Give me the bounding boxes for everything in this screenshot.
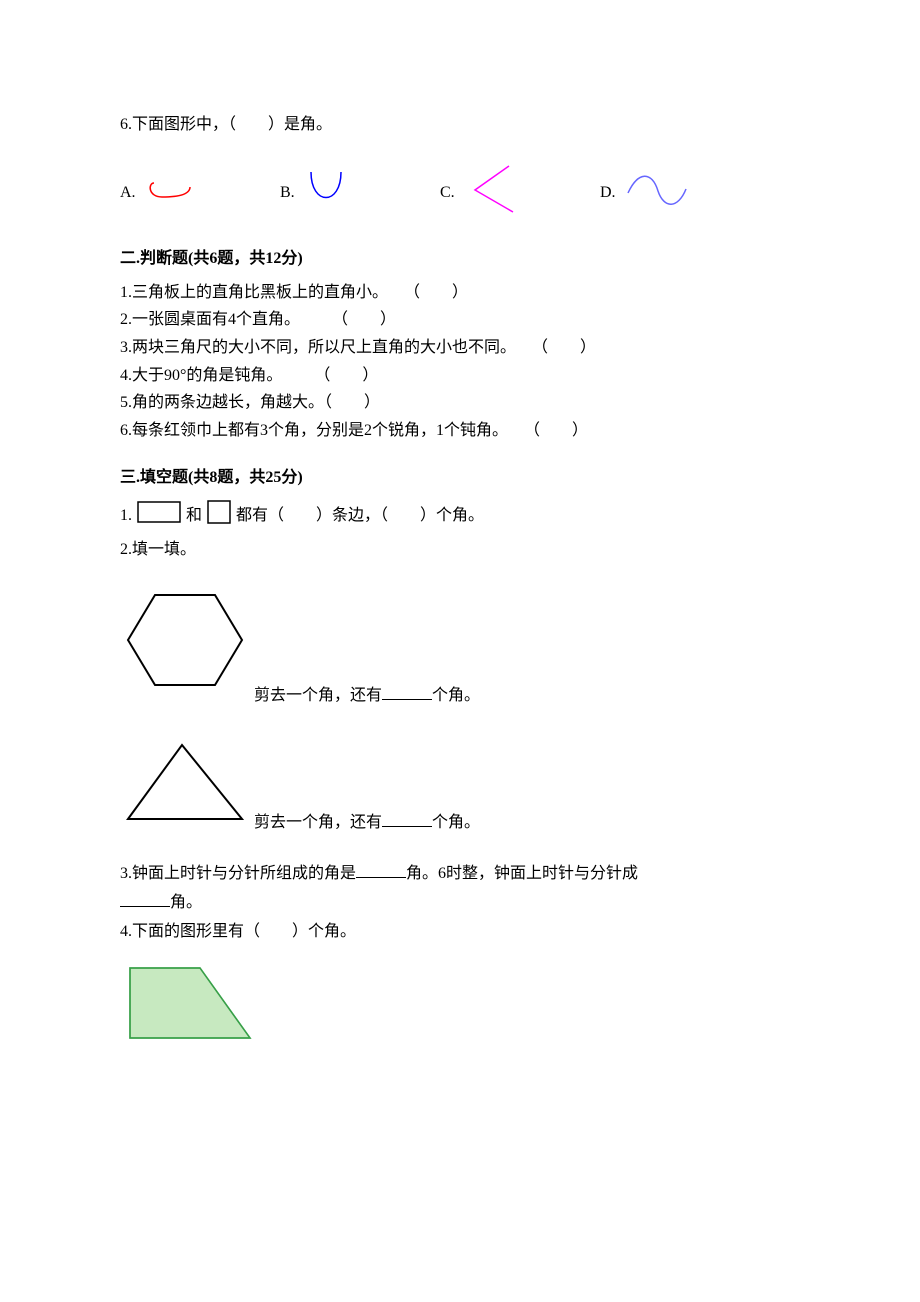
s3-q2-hex-pre: 剪去一个角，还有 — [254, 687, 382, 704]
s3-q2-hex-post: 个角。 — [432, 687, 480, 704]
q6-option-a: A. — [120, 169, 280, 218]
s2-item-5: 5.角的两条边越长，角越大。（ ） — [120, 390, 800, 416]
s3-q2-tri-caption: 剪去一个角，还有 个角。 — [254, 810, 480, 836]
blank-line — [382, 826, 432, 827]
s2-item-4: 4.大于90°的角是钝角。 （ ） — [120, 363, 800, 389]
q6-opt-c-label: C. — [440, 180, 455, 206]
angle-icon — [461, 162, 521, 225]
blank-line — [356, 877, 406, 878]
blank-line — [120, 906, 170, 907]
s3-q2-tri-post: 个角。 — [432, 814, 480, 831]
q6-opt-b-label: B. — [280, 180, 295, 206]
s3-q2-hexagon-row: 剪去一个角，还有 个角。 — [120, 580, 800, 709]
s2-item-2: 2.一张圆桌面有4个直角。 （ ） — [120, 307, 800, 333]
s3-q3-post: 角。 — [170, 894, 202, 911]
q6-option-b: B. — [280, 166, 440, 221]
square-icon — [206, 499, 232, 534]
s3-q3-line2: 角。 — [120, 890, 800, 916]
s3-q3: 3.钟面上时针与分针所组成的角是 角。6时整，钟面上时针与分针成 — [120, 861, 800, 887]
s3-q4-shape — [120, 958, 250, 1038]
s3-q1-mid: 和 — [186, 503, 202, 529]
blank-line — [382, 699, 432, 700]
s3-q1-suffix: 都有（ ）条边，（ ）个角。 — [236, 503, 484, 529]
u-curve-icon — [301, 166, 351, 221]
q6-text: 6.下面图形中，（ ）是角。 — [120, 112, 800, 138]
rectangle-icon — [136, 500, 182, 533]
q6-opt-d-label: D. — [600, 180, 616, 206]
q6-opt-a-label: A. — [120, 180, 136, 206]
section2-title: 二.判断题(共6题，共12分) — [120, 246, 800, 272]
s3-q1-prefix: 1. — [120, 503, 132, 529]
s3-q1: 1. 和 都有（ ）条边，（ ）个角。 — [120, 499, 800, 534]
s3-q2-title: 2.填一填。 — [120, 537, 800, 563]
hexagon-icon — [120, 580, 250, 709]
section3-title: 三.填空题(共8题，共25分) — [120, 465, 800, 491]
s3-q4: 4.下面的图形里有（ ）个角。 — [120, 919, 800, 945]
s2-item-1: 1.三角板上的直角比黑板上的直角小。 （ ） — [120, 280, 800, 306]
q6-option-c: C. — [440, 162, 600, 225]
q6-option-d: D. — [600, 169, 720, 218]
hook-curve-icon — [142, 169, 202, 218]
s3-q3-mid: 角。6时整，钟面上时针与分针成 — [406, 865, 638, 882]
sine-wave-icon — [622, 169, 692, 218]
s3-q3-pre: 3.钟面上时针与分针所组成的角是 — [120, 865, 356, 882]
q6-options-row: A. B. C. D. — [120, 162, 800, 225]
s3-q2-hex-caption: 剪去一个角，还有 个角。 — [254, 683, 480, 709]
s2-item-6: 6.每条红领巾上都有3个角，分别是2个锐角，1个钝角。 （ ） — [120, 418, 800, 444]
s3-q2-tri-pre: 剪去一个角，还有 — [254, 814, 382, 831]
s2-item-3: 3.两块三角尺的大小不同，所以尺上直角的大小也不同。 （ ） — [120, 335, 800, 361]
s3-q2-triangle-row: 剪去一个角，还有 个角。 — [120, 737, 800, 836]
triangle-icon — [120, 737, 250, 836]
